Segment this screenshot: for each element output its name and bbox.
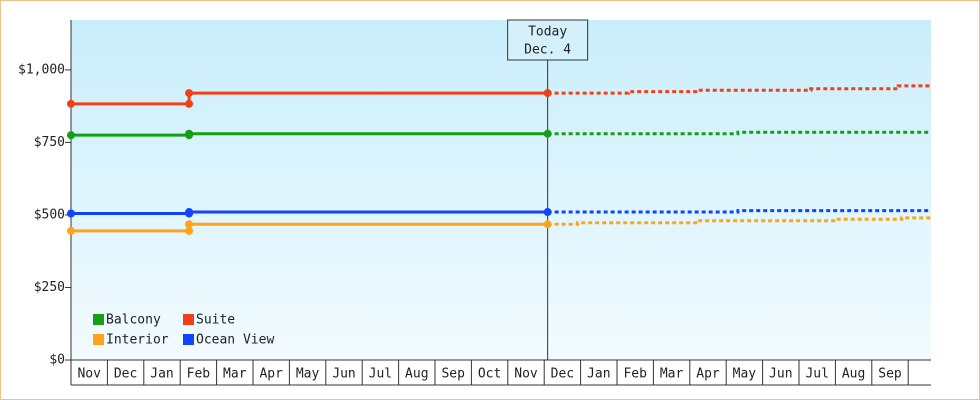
legend-swatch	[183, 314, 194, 325]
point	[543, 129, 552, 138]
x-tick-label: Apr	[696, 367, 720, 382]
forecast-line	[547, 209, 931, 214]
point	[185, 220, 194, 229]
point	[543, 220, 552, 229]
x-tick-label: Jan	[150, 367, 173, 382]
series-line	[71, 91, 548, 106]
x-tick-label: Sep	[878, 367, 902, 382]
point	[185, 208, 194, 217]
x-tick-label: Nov	[514, 367, 538, 382]
point	[543, 89, 552, 98]
forecast-line	[547, 216, 931, 226]
x-tick-label: Dec	[114, 367, 137, 382]
x-tick-label: Oct	[478, 367, 501, 382]
x-tick-label: Apr	[259, 367, 283, 382]
y-tick-label: $0	[49, 353, 65, 368]
x-tick-label: Aug	[842, 367, 865, 382]
x-tick-label: Nov	[77, 367, 101, 382]
forecast-line	[547, 130, 931, 136]
legend-swatch	[93, 334, 104, 345]
series-line	[71, 210, 548, 215]
x-tick-label: Mar	[223, 367, 247, 382]
x-tick-label: Jun	[769, 367, 792, 382]
x-tick-label: Feb	[623, 367, 647, 382]
today-label: Dec. 4	[524, 43, 571, 58]
x-tick-label: Aug	[405, 367, 428, 382]
point	[543, 208, 552, 217]
point	[185, 129, 194, 138]
point	[185, 99, 194, 108]
point	[67, 209, 75, 218]
today-label: Today	[528, 25, 567, 40]
y-tick-label: $1,000	[18, 62, 65, 77]
legend-label: Balcony	[106, 313, 161, 328]
point	[185, 226, 194, 235]
legend-label: Suite	[196, 313, 235, 328]
point	[67, 226, 75, 235]
forecast-line	[547, 84, 931, 95]
x-tick-label: Dec	[551, 367, 574, 382]
legend-label: Interior	[106, 333, 169, 348]
x-tick-label: May	[296, 367, 320, 382]
legend-swatch	[93, 314, 104, 325]
x-tick-label: Feb	[187, 367, 211, 382]
today-box	[507, 19, 589, 61]
y-tick-label: $250	[34, 280, 65, 295]
plot-area	[71, 20, 931, 360]
legend-swatch	[183, 334, 194, 345]
point	[67, 131, 75, 140]
x-tick-label: Jan	[587, 367, 610, 382]
y-tick-label: $750	[34, 135, 65, 150]
x-tick-label: Mar	[660, 367, 684, 382]
point	[67, 99, 75, 108]
point	[185, 89, 194, 98]
x-tick-label: Jul	[369, 367, 392, 382]
x-tick-label: May	[733, 367, 757, 382]
x-tick-label: Jun	[332, 367, 355, 382]
series-line	[71, 132, 548, 137]
legend-label: Ocean View	[196, 333, 274, 348]
x-tick-label: Jul	[805, 367, 828, 382]
x-tick-label: Sep	[441, 367, 465, 382]
y-tick-label: $500	[34, 207, 65, 222]
